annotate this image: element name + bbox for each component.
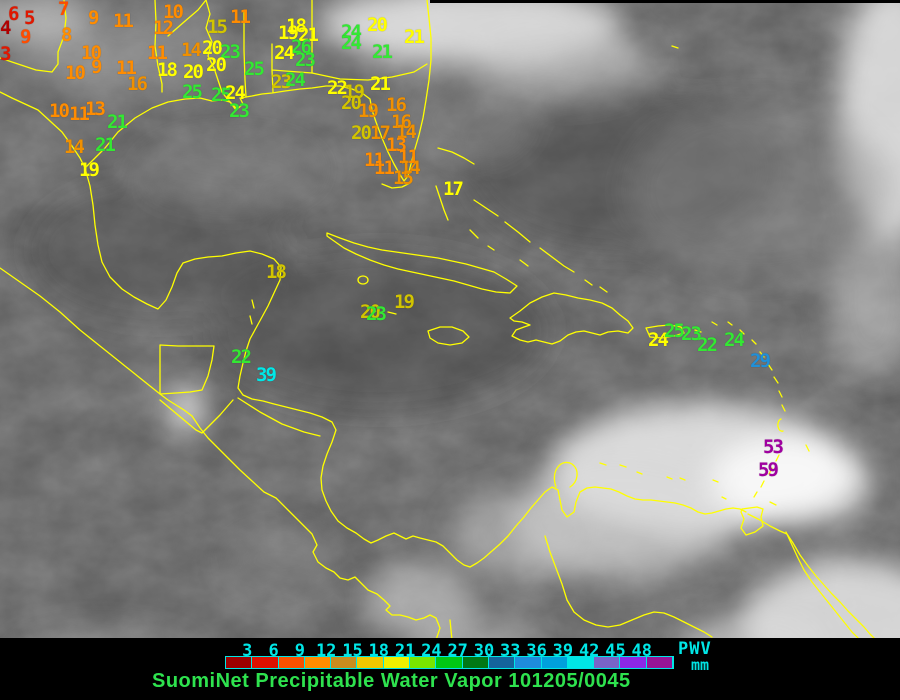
colorbar-tick-label: 33 (500, 641, 521, 661)
colorbar-segment (594, 657, 621, 668)
colorbar-segment (410, 657, 437, 668)
colorbar-segment (383, 657, 411, 668)
colorbar-tick-label: 42 (578, 641, 600, 661)
scan-edge (430, 0, 900, 3)
coastline-overlay (0, 0, 875, 638)
colorbar-tick-label: 27 (447, 641, 468, 661)
colorbar-tick-label: 48 (631, 641, 653, 661)
pwv-unit-label: PWV (678, 639, 712, 659)
colorbar-segment (646, 657, 674, 668)
colorbar-tick-label: 30 (473, 641, 495, 661)
colorbar-segment (252, 657, 279, 668)
satellite-map: 6 5 4 9 3 7 8 9 11 12 10 10 9 10 11 11 10 11 13 14 19 21 21 14 1… (0, 0, 900, 638)
colorbar-segment (620, 657, 647, 668)
colorbar-segment (515, 657, 542, 668)
mm-unit-label: mm (691, 656, 710, 674)
colorbar-segment (304, 657, 332, 668)
colorbar-segment (357, 657, 384, 668)
colorbar-segment (488, 657, 516, 668)
colorbar-tick-label: 24 (421, 641, 442, 661)
colorbar (225, 656, 674, 669)
colorbar-segment (541, 657, 568, 668)
colorbar-tick-label: 39 (552, 641, 574, 661)
colorbar-tick-label: 6 (268, 641, 279, 661)
colorbar-tick-label: 3 (242, 641, 253, 661)
colorbar-segment (436, 657, 463, 668)
colorbar-tick-label: 12 (315, 641, 337, 661)
colorbar-tick-label: 15 (342, 641, 363, 661)
colorbar-segment (226, 657, 253, 668)
colorbar-segment (462, 657, 489, 668)
colorbar-segment (567, 657, 595, 668)
colorbar-tick-label: 36 (526, 641, 547, 661)
colorbar-tick-label: 18 (368, 641, 390, 661)
legend-footer: 3 6 9 12 15 18 21 24 27 30 33 36 39 42 45 48 PWV mm Suo… (0, 638, 900, 700)
product-title: SuomiNet Precipitable Water Vapor 101205… (152, 670, 631, 692)
cloud-masses (0, 0, 900, 638)
colorbar-segment (331, 657, 358, 668)
colorbar-segment (278, 657, 305, 668)
satellite-imagery (0, 0, 900, 638)
colorbar-tick-label: 21 (394, 641, 416, 661)
colorbar-tick-label: 45 (605, 641, 626, 661)
colorbar-tick-label: 9 (294, 641, 306, 661)
